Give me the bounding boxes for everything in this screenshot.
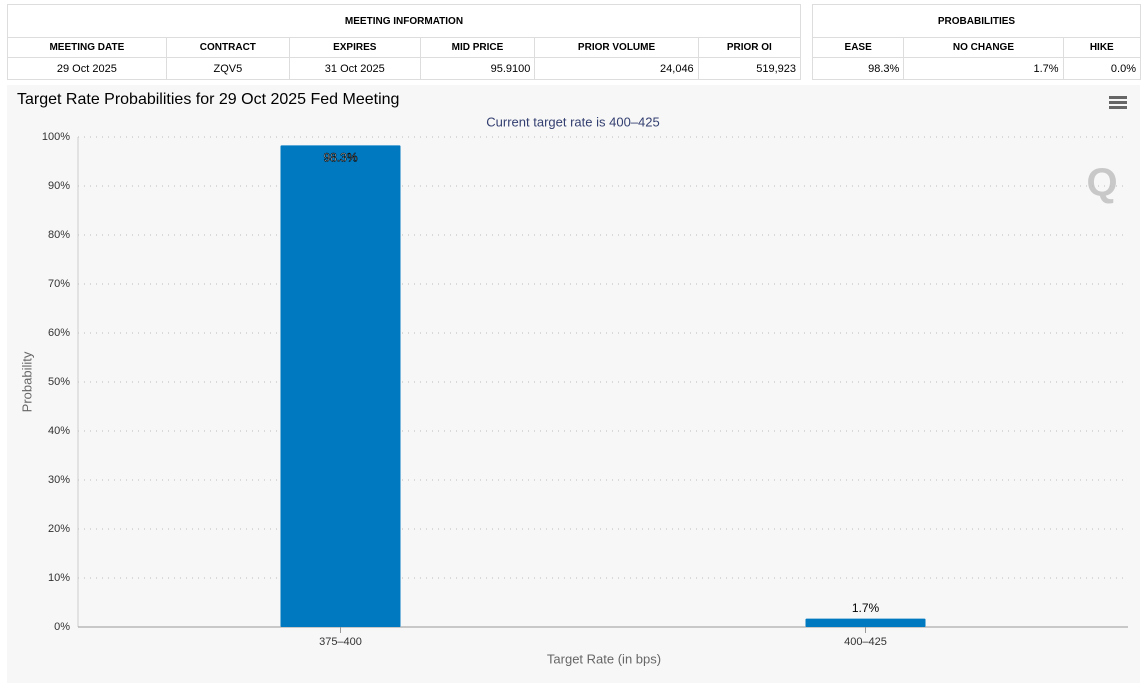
menu-button[interactable] xyxy=(1109,96,1127,109)
menu-bar xyxy=(1109,96,1127,99)
y-tick-label: 50% xyxy=(48,376,70,388)
header-row: MEETING DATE CONTRACT EXPIRES MID PRICE PRIO… xyxy=(7,37,802,58)
data-row: 29 Oct 2025 ZQV5 31 Oct 2025 95.9100 24,046 5… xyxy=(7,57,802,80)
y-tick-label: 90% xyxy=(48,180,70,192)
title-row: PROBABILITIES xyxy=(812,4,1141,38)
column-header: MID PRICE xyxy=(419,37,536,58)
x-tick-label: 375–400 xyxy=(319,636,362,648)
cell: 98.3% xyxy=(811,57,905,80)
probabilities-table: PROBABILITIES EASE NO CHANGE HIKE 98.3% 1.7% 0… xyxy=(811,4,1142,80)
data-label: 98.3% xyxy=(323,151,357,165)
column-header: CONTRACT xyxy=(165,37,291,58)
y-tick-label: 0% xyxy=(54,621,70,633)
y-tick-label: 70% xyxy=(48,278,70,290)
title-row: MEETING INFORMATION xyxy=(7,4,801,38)
y-axis-label: Probability xyxy=(19,351,34,412)
y-tick-label: 30% xyxy=(48,474,70,486)
chart-title: Target Rate Probabilities for 29 Oct 202… xyxy=(17,91,399,108)
column-header: HIKE xyxy=(1062,37,1142,58)
cell: 0.0% xyxy=(1062,57,1142,80)
bar xyxy=(805,618,926,627)
column-header: EXPIRES xyxy=(289,37,421,58)
column-header: NO CHANGE xyxy=(903,37,1064,58)
data-row: 98.3% 1.7% 0.0% xyxy=(811,57,1142,80)
y-tick-label: 100% xyxy=(42,131,70,143)
column-header: PRIOR OI xyxy=(697,37,802,58)
table-title: PROBABILITIES xyxy=(812,4,1141,38)
header-row: EASE NO CHANGE HIKE xyxy=(811,37,1142,58)
y-tick-label: 80% xyxy=(48,229,70,241)
cell: 29 Oct 2025 xyxy=(7,57,167,80)
menu-bar xyxy=(1109,101,1127,104)
y-tick-label: 10% xyxy=(48,572,70,584)
logo: Q xyxy=(1086,161,1117,205)
cell: 31 Oct 2025 xyxy=(289,57,421,80)
y-tick-label: 60% xyxy=(48,327,70,339)
cell: 95.9100 xyxy=(419,57,536,80)
y-tick-label: 20% xyxy=(48,523,70,535)
chart-panel: Target Rate Probabilities for 29 Oct 202… xyxy=(7,85,1140,683)
column-header: EASE xyxy=(811,37,905,58)
x-axis-label: Target Rate (in bps) xyxy=(547,651,661,666)
chart: Target Rate Probabilities for 29 Oct 202… xyxy=(17,91,1128,666)
menu-bar xyxy=(1109,106,1127,109)
column-header: MEETING DATE xyxy=(7,37,167,58)
data-label: 1.7% xyxy=(852,601,880,615)
x-tick-label: 400–425 xyxy=(844,636,887,648)
table-title: MEETING INFORMATION xyxy=(7,4,801,38)
bar xyxy=(280,145,401,627)
y-tick-label: 40% xyxy=(48,425,70,437)
cell: 24,046 xyxy=(534,57,699,80)
cell: 519,923 xyxy=(697,57,802,80)
column-header: PRIOR VOLUME xyxy=(534,37,699,58)
meeting-table: MEETING INFORMATION MEETING DATE CONTRACT E… xyxy=(7,4,802,80)
chart-subtitle: Current target rate is 400–425 xyxy=(486,114,659,129)
cell: 1.7% xyxy=(903,57,1064,80)
cell: ZQV5 xyxy=(165,57,291,80)
